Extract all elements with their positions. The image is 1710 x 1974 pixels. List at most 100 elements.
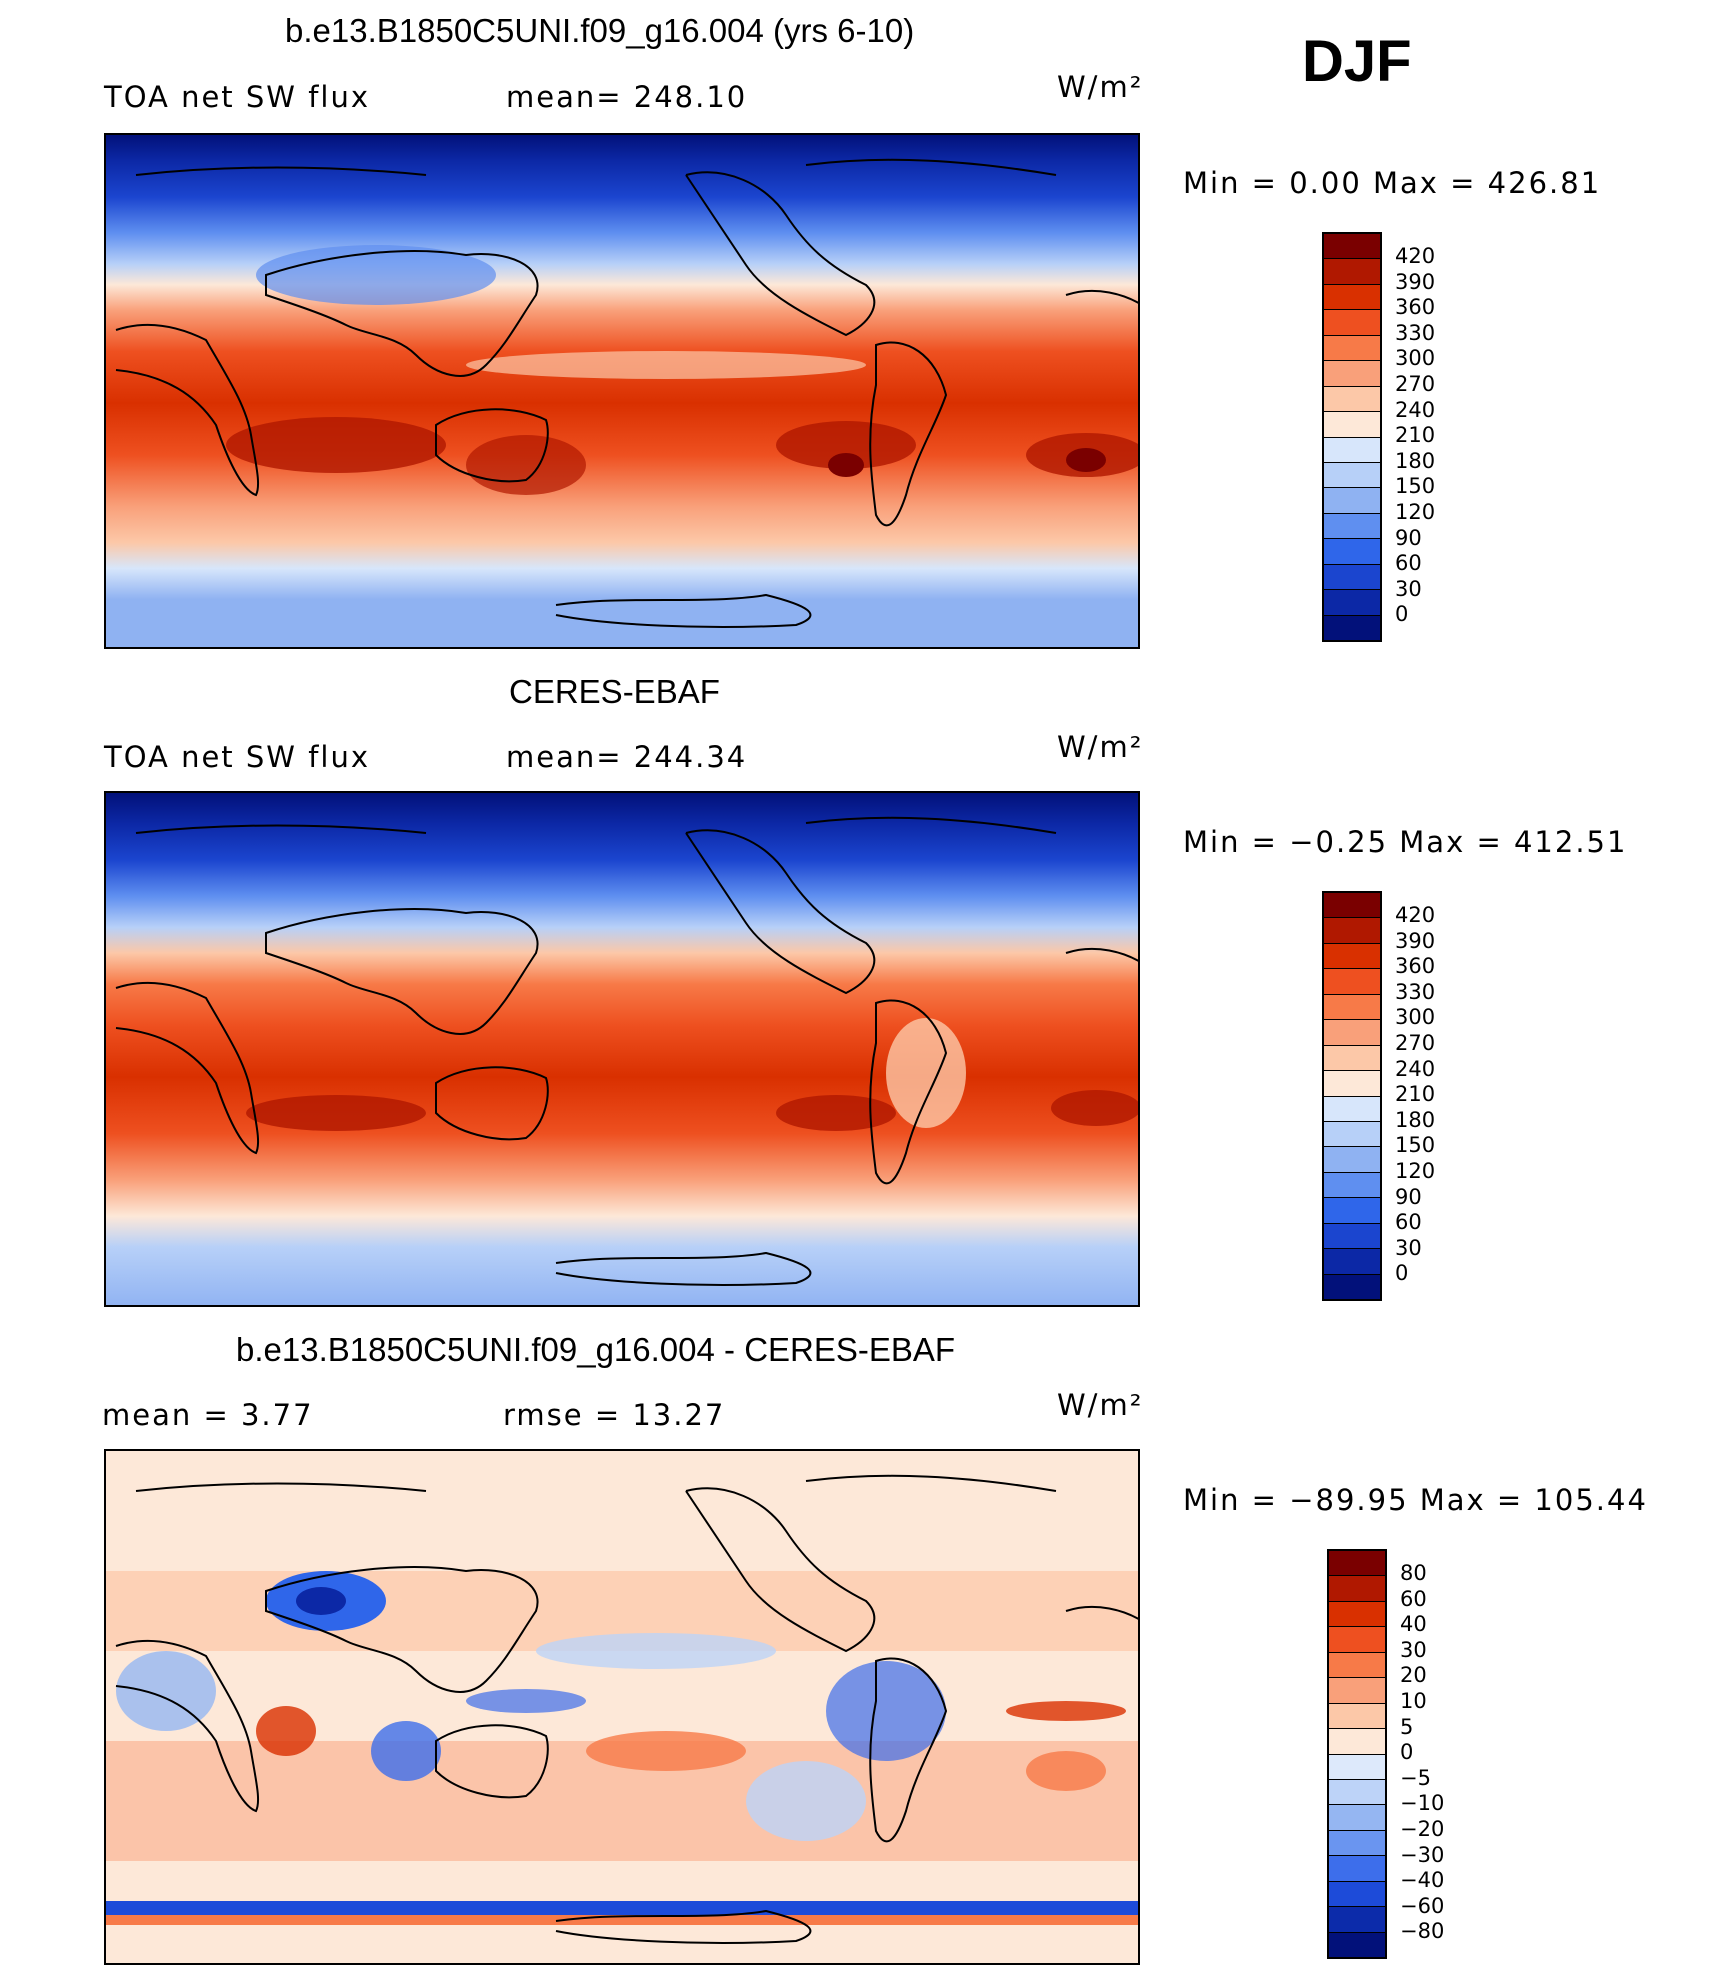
panel2-title: CERES-EBAF xyxy=(509,673,720,710)
panel3-cb-label: −10 xyxy=(1400,1791,1445,1816)
panel3-cb-label: −5 xyxy=(1400,1765,1431,1790)
panel2-colorbar-swatch xyxy=(1324,1096,1380,1122)
panel1-minmax: Min = 0.00 Max = 426.81 xyxy=(1183,166,1602,200)
panel3-cb-label: 60 xyxy=(1400,1586,1427,1611)
panel3-units: W/m² xyxy=(1057,1388,1144,1422)
panel2-cb-label: 330 xyxy=(1395,979,1436,1004)
panel1-cb-label: 390 xyxy=(1395,269,1436,294)
panel2-colorbar-swatch xyxy=(1324,1121,1380,1148)
panel1-cb-label: 210 xyxy=(1395,423,1436,448)
panel3-map-field xyxy=(106,1451,1138,1963)
panel1-colorbar-swatch xyxy=(1324,386,1380,413)
panel1-colorbar-swatch xyxy=(1324,488,1380,514)
panel1-colorbar-swatch xyxy=(1324,564,1380,591)
panel3-minmax: Min = −89.95 Max = 105.44 xyxy=(1183,1483,1648,1517)
panel3-cb-label: −80 xyxy=(1400,1919,1445,1944)
panel2-colorbar-swatch xyxy=(1324,1249,1380,1275)
panel3-cb-label: −60 xyxy=(1400,1893,1445,1918)
panel1-cb-label: 420 xyxy=(1395,244,1436,268)
panel2-colorbar-swatch xyxy=(1324,1045,1380,1072)
panel1-variable-label: TOA net SW flux xyxy=(104,80,371,114)
panel2-colorbar-swatch xyxy=(1324,1020,1380,1046)
panel3-colorbar-swatch xyxy=(1329,1881,1385,1908)
panel1-colorbar-swatch xyxy=(1324,234,1380,260)
panel1-colorbar-swatch xyxy=(1324,513,1380,540)
panel2-cb-label: 360 xyxy=(1395,954,1436,979)
panel1-cb-label: 0 xyxy=(1395,602,1409,627)
panel3-colorbar-swatch xyxy=(1329,1830,1385,1857)
panel1-colorbar-swatch xyxy=(1324,615,1380,640)
panel2-cb-label: 420 xyxy=(1395,903,1436,927)
panel3-colorbar-swatch xyxy=(1329,1779,1385,1806)
panel1-mean-label: mean= 248.10 xyxy=(506,80,748,114)
season-label: DJF xyxy=(1302,29,1412,94)
panel2-cb-label: 60 xyxy=(1395,1210,1422,1235)
panel1-cb-label: 180 xyxy=(1395,448,1436,473)
panel1-colorbar-labels: 420 390 360 330 300 270 240 210 180 150 … xyxy=(1395,244,1435,628)
panel3-colorbar xyxy=(1327,1549,1387,1959)
panel3-colorbar-swatch xyxy=(1329,1601,1385,1628)
panel3-cb-label: −30 xyxy=(1400,1842,1445,1867)
panel3-rmse-label: rmse = 13.27 xyxy=(503,1398,726,1432)
panel3-cb-label: 30 xyxy=(1400,1637,1427,1662)
panel2-cb-label: 210 xyxy=(1395,1082,1436,1107)
panel1-title: b.e13.B1850C5UNI.f09_g16.004 (yrs 6-10) xyxy=(285,12,915,49)
panel1-units: W/m² xyxy=(1057,70,1144,104)
panel1-cb-label: 30 xyxy=(1395,576,1422,601)
panel1-map xyxy=(104,133,1140,649)
panel3-colorbar-swatch xyxy=(1329,1551,1385,1577)
panel2-units: W/m² xyxy=(1057,730,1144,764)
panel3-cb-label: 40 xyxy=(1400,1612,1427,1637)
panel3-cb-label: 20 xyxy=(1400,1663,1427,1688)
panel2-colorbar-swatch xyxy=(1324,1198,1380,1224)
panel2-colorbar-swatch xyxy=(1324,969,1380,995)
panel1-cb-label: 90 xyxy=(1395,525,1422,550)
panel1-colorbar-swatch xyxy=(1324,335,1380,362)
panel1-cb-label: 270 xyxy=(1395,371,1436,396)
panel2-cb-label: 30 xyxy=(1395,1235,1422,1260)
panel1-map-field xyxy=(106,135,1138,647)
panel3-colorbar-swatch xyxy=(1329,1678,1385,1704)
panel3-colorbar-swatch xyxy=(1329,1805,1385,1831)
panel2-cb-label: 120 xyxy=(1395,1158,1436,1183)
panel2-colorbar-swatch xyxy=(1324,1071,1380,1097)
panel2-variable-label: TOA net SW flux xyxy=(104,740,371,774)
panel1-colorbar-swatch xyxy=(1324,437,1380,463)
panel2-cb-label: 90 xyxy=(1395,1184,1422,1209)
panel3-cb-label: −20 xyxy=(1400,1816,1445,1841)
panel1-colorbar-swatch xyxy=(1324,462,1380,489)
panel2-cb-label: 240 xyxy=(1395,1056,1436,1081)
panel1-colorbar-swatch xyxy=(1324,539,1380,565)
panel1-colorbar-swatch xyxy=(1324,412,1380,438)
panel3-cb-label: 0 xyxy=(1400,1740,1414,1765)
panel3-cb-label: −40 xyxy=(1400,1868,1445,1893)
panel1-cb-label: 150 xyxy=(1395,474,1436,499)
panel2-cb-label: 390 xyxy=(1395,928,1436,953)
panel1-colorbar-swatch xyxy=(1324,590,1380,616)
panel2-colorbar-swatch xyxy=(1324,893,1380,919)
panel1-cb-label: 300 xyxy=(1395,346,1436,371)
panel3-colorbar-swatch xyxy=(1329,1932,1385,1957)
panel3-colorbar-swatch xyxy=(1329,1576,1385,1602)
panel2-cb-label: 0 xyxy=(1395,1261,1409,1286)
panel2-colorbar-swatch xyxy=(1324,1274,1380,1299)
panel1-cb-label: 120 xyxy=(1395,499,1436,524)
panel2-colorbar-labels: 420 390 360 330 300 270 240 210 180 150 … xyxy=(1395,903,1435,1287)
panel3-mean-label: mean = 3.77 xyxy=(102,1398,314,1432)
panel3-colorbar-swatch xyxy=(1329,1754,1385,1780)
panel1-colorbar-swatch xyxy=(1324,259,1380,285)
panel2-cb-label: 180 xyxy=(1395,1107,1436,1132)
panel2-colorbar-swatch xyxy=(1324,1223,1380,1250)
panel2-map xyxy=(104,791,1140,1307)
panel3-cb-label: 5 xyxy=(1400,1714,1414,1739)
panel2-colorbar xyxy=(1322,891,1382,1301)
panel3-colorbar-swatch xyxy=(1329,1907,1385,1933)
panel2-colorbar-swatch xyxy=(1324,994,1380,1021)
panel1-cb-label: 360 xyxy=(1395,295,1436,320)
panel1-colorbar xyxy=(1322,232,1382,642)
panel1-cb-label: 240 xyxy=(1395,397,1436,422)
panel2-cb-label: 270 xyxy=(1395,1030,1436,1055)
panel3-cb-label: 10 xyxy=(1400,1688,1427,1713)
panel3-colorbar-swatch xyxy=(1329,1652,1385,1679)
panel2-mean-label: mean= 244.34 xyxy=(506,740,748,774)
